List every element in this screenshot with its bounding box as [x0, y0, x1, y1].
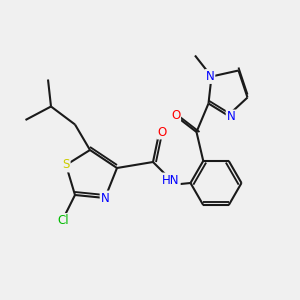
Text: N: N: [100, 191, 109, 205]
Text: N: N: [226, 110, 236, 124]
Text: HN: HN: [162, 173, 180, 187]
Text: O: O: [158, 125, 166, 139]
Text: Cl: Cl: [57, 214, 69, 227]
Text: O: O: [171, 109, 180, 122]
Text: S: S: [62, 158, 70, 172]
Text: N: N: [206, 70, 214, 83]
